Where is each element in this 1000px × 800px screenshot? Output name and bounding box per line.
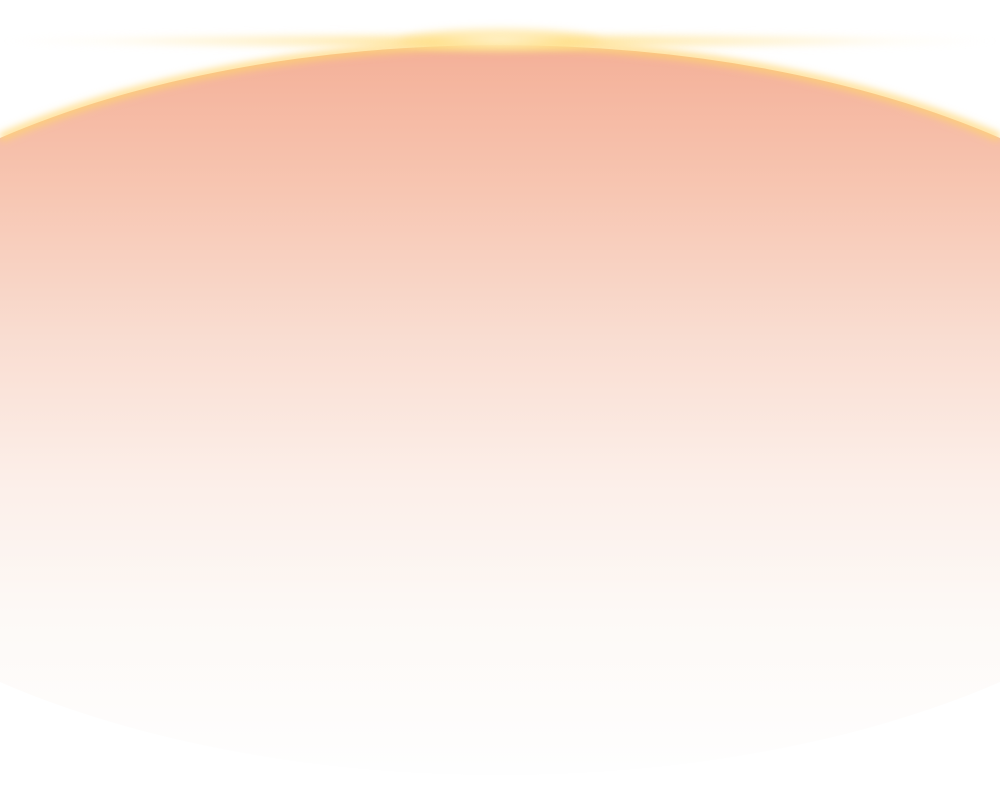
planet-horizon-gradient — [0, 45, 1000, 775]
flare-core-glow — [400, 28, 600, 52]
